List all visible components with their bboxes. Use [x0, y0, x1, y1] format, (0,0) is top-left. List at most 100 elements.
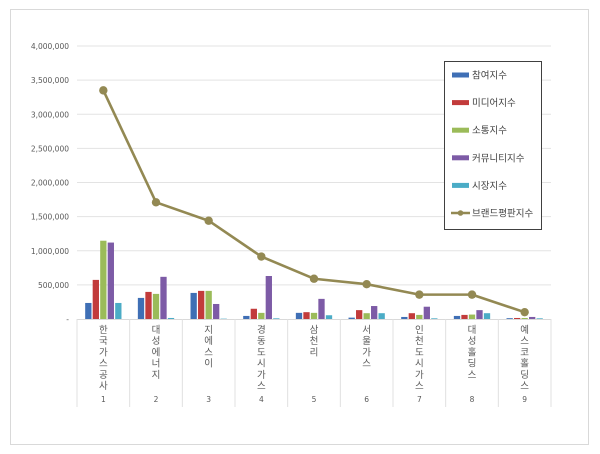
legend-swatch — [452, 100, 469, 106]
line-marker — [520, 307, 529, 317]
bar — [145, 291, 152, 319]
bar — [431, 318, 438, 320]
bar — [115, 302, 122, 319]
category-rank: 6 — [364, 395, 369, 404]
legend-label: 커뮤니티지수 — [472, 153, 525, 164]
category-label: 울 — [362, 336, 371, 347]
bar — [506, 318, 513, 319]
y-tick-label: 1,000,000 — [31, 247, 69, 256]
bar — [423, 306, 430, 319]
bar — [258, 312, 265, 319]
category-rank: 5 — [312, 395, 317, 404]
line-marker — [257, 252, 266, 261]
y-tick-label: - — [66, 315, 69, 324]
bar — [401, 316, 408, 319]
category-label: 천 — [415, 336, 424, 347]
bar — [363, 313, 370, 319]
bar — [295, 312, 303, 319]
bar — [303, 312, 310, 319]
y-tick-label: 4,000,000 — [31, 42, 69, 51]
category-label: 인 — [415, 325, 424, 336]
category-label: 경 — [257, 324, 266, 336]
category-rank: 2 — [154, 395, 159, 404]
category-rank: 4 — [259, 395, 264, 404]
bar — [85, 302, 92, 319]
line-series-brand-reputation — [99, 86, 529, 317]
category-label: 가 — [257, 370, 266, 381]
legend-box — [444, 61, 542, 230]
line-marker — [204, 216, 213, 225]
category-label: 에 — [204, 336, 213, 347]
bar — [371, 306, 378, 319]
category-label: 서 — [362, 325, 371, 336]
bar — [476, 310, 483, 319]
y-tick-label: 3,000,000 — [31, 110, 69, 119]
legend-label: 미디어지수 — [472, 98, 516, 109]
bar — [536, 318, 543, 320]
category-label: 스 — [520, 381, 529, 392]
legend-label: 소통지수 — [472, 126, 507, 137]
category-label: 동 — [257, 336, 266, 347]
legend-swatch — [452, 182, 469, 188]
category-label: 지 — [152, 370, 161, 381]
category-label: 대 — [468, 325, 477, 336]
line-marker — [415, 290, 424, 299]
category-label: 예 — [520, 325, 529, 336]
bar — [137, 297, 145, 319]
line-marker — [151, 198, 161, 207]
bar — [356, 310, 363, 319]
category-label: 스 — [520, 336, 529, 347]
bar — [348, 317, 355, 319]
category-label: 딩 — [468, 359, 477, 370]
bar — [92, 279, 99, 319]
category-label: 홀 — [520, 358, 529, 370]
legend-marker — [457, 210, 464, 216]
legend-swatch — [452, 155, 469, 161]
y-tick-label: 2,500,000 — [31, 144, 69, 153]
category-label: 코 — [520, 347, 529, 358]
legend-swatch — [452, 127, 469, 133]
category-label: 스 — [257, 381, 266, 392]
y-axis: - 500,000 1,000,000 1,500,000 2,000,000 2,500… — [31, 42, 69, 324]
bar — [100, 240, 107, 319]
y-tick-label: 1,500,000 — [31, 213, 69, 222]
bar — [461, 314, 468, 319]
line-marker — [309, 274, 319, 283]
category-label: 에 — [152, 347, 161, 358]
category-label: 스 — [415, 381, 424, 392]
bar — [416, 314, 423, 319]
legend-swatch — [452, 72, 469, 78]
y-tick-label: 500,000 — [38, 281, 69, 290]
category-label: 사 — [99, 381, 108, 392]
category-label: 한 — [99, 325, 108, 336]
category-label: 스 — [204, 347, 213, 358]
bar — [167, 317, 175, 319]
bar — [205, 290, 212, 319]
bar — [273, 318, 280, 320]
category-label: 삼 — [310, 325, 319, 336]
category-label: 도 — [415, 347, 424, 358]
category-label: 성 — [468, 336, 477, 347]
category-label: 스 — [362, 359, 371, 370]
bar — [521, 317, 528, 319]
bar — [310, 312, 318, 319]
bar — [325, 315, 333, 319]
bar — [453, 315, 461, 319]
category-rank: 1 — [101, 395, 106, 404]
category-label: 천 — [310, 336, 319, 347]
category-label: 가 — [99, 347, 108, 358]
bar — [468, 314, 476, 319]
category-label: 스 — [468, 370, 477, 381]
bar — [378, 313, 385, 319]
bar — [160, 276, 167, 319]
category-rank: 3 — [206, 395, 211, 404]
bar — [213, 303, 220, 319]
y-tick-label: 2,000,000 — [31, 179, 69, 188]
bar — [265, 276, 272, 319]
bar — [514, 317, 521, 319]
category-label: 성 — [152, 336, 161, 347]
bar — [107, 242, 114, 319]
bar — [529, 316, 536, 319]
